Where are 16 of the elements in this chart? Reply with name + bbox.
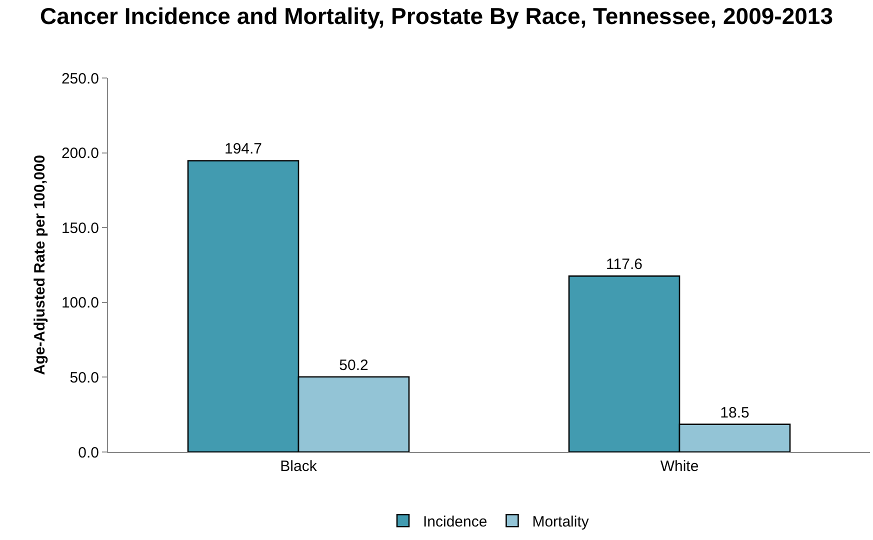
data-label: 194.7	[224, 140, 262, 158]
data-label: 50.2	[339, 356, 368, 374]
y-tick-label: 150.0	[61, 220, 99, 237]
y-tick-label: 250.0	[61, 70, 99, 88]
legend-label: Mortality	[532, 513, 590, 530]
y-tick-label: 50.0	[70, 369, 99, 386]
y-tick-label: 200.0	[61, 145, 99, 162]
x-tick-label: Black	[280, 458, 318, 475]
legend-label: Incidence	[423, 513, 488, 530]
chart-title: Cancer Incidence and Mortality, Prostate By Race, Tennessee, 2009-2013	[40, 3, 833, 30]
y-tick-label: 0.0	[78, 444, 99, 462]
y-axis-title: Age-Adjusted Rate per 100,000	[32, 154, 49, 376]
data-label: 18.5	[720, 404, 750, 422]
data-label: 117.6	[606, 256, 642, 274]
x-tick-label: White	[660, 458, 699, 475]
y-tick-label: 100.0	[61, 294, 99, 312]
